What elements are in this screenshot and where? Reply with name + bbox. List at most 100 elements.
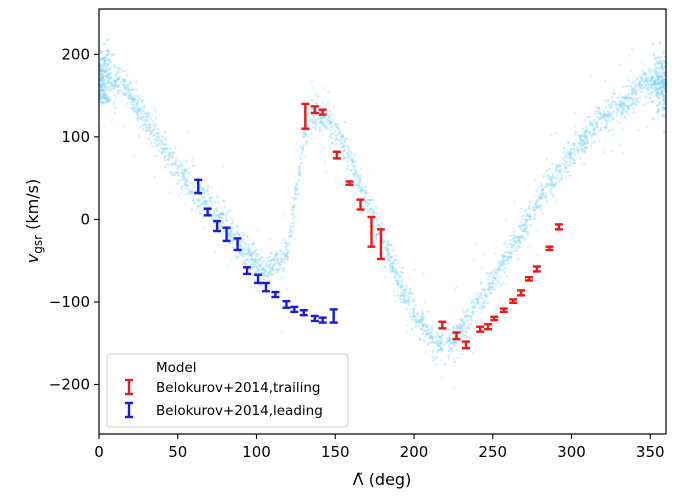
model-particle — [226, 209, 230, 213]
model-particle — [294, 191, 297, 195]
model-particle — [257, 268, 260, 271]
model-particle — [323, 159, 327, 163]
model-particle — [153, 138, 157, 141]
model-particle — [100, 88, 103, 92]
model-particle — [346, 152, 350, 156]
model-particle — [105, 53, 109, 57]
model-particle — [177, 194, 180, 198]
model-particle — [372, 199, 375, 202]
model-particle — [402, 296, 406, 300]
model-particle — [418, 318, 421, 321]
model-particle — [656, 70, 660, 74]
model-particle — [230, 233, 233, 236]
model-particle — [150, 130, 153, 134]
model-particle — [541, 190, 544, 193]
model-particle — [338, 132, 341, 135]
model-particle — [503, 254, 507, 258]
model-particle — [280, 257, 283, 260]
model-particle — [119, 67, 122, 70]
y-axis-label-unit: (km/s) — [23, 179, 42, 235]
model-particle — [415, 322, 418, 325]
model-particle — [658, 56, 662, 59]
leading-errorbar — [310, 314, 319, 323]
model-particle — [128, 82, 132, 85]
model-particle — [507, 251, 511, 255]
leading-errorbar — [222, 226, 231, 243]
model-particle — [655, 74, 659, 78]
model-particle — [402, 298, 406, 302]
model-particle — [324, 125, 327, 128]
model-particle — [623, 105, 627, 108]
model-particle — [597, 106, 600, 109]
model-particle — [474, 241, 477, 245]
model-particle — [153, 126, 157, 129]
model-particle — [546, 183, 550, 186]
model-particle — [281, 276, 284, 280]
model-particle — [486, 301, 490, 305]
model-particle — [638, 80, 642, 83]
model-particle — [452, 325, 455, 328]
model-particle — [268, 270, 272, 274]
model-particle — [484, 294, 488, 298]
model-particle — [535, 199, 539, 202]
model-particle — [258, 264, 261, 267]
model-particle — [257, 257, 261, 260]
model-particle — [599, 112, 603, 116]
model-particle — [102, 80, 106, 84]
model-particle — [122, 80, 126, 84]
model-particle — [349, 150, 353, 153]
model-particle — [114, 97, 118, 100]
model-particle — [107, 78, 111, 82]
model-particle — [138, 96, 141, 100]
model-particle — [652, 83, 656, 87]
model-particle — [586, 141, 589, 144]
model-particle — [106, 80, 109, 83]
model-particle — [581, 143, 585, 146]
model-particle — [471, 310, 474, 314]
trailing-errorbar — [545, 245, 554, 252]
model-particle — [523, 221, 527, 224]
model-particle — [117, 67, 121, 71]
model-particle — [117, 76, 121, 80]
model-particle — [157, 142, 160, 145]
model-particle — [627, 92, 630, 96]
model-particle — [646, 125, 649, 129]
model-particle — [289, 235, 293, 238]
model-particle — [350, 158, 354, 161]
model-particle — [100, 88, 104, 92]
model-particle — [422, 316, 426, 319]
model-particle — [494, 270, 498, 274]
model-particle — [622, 101, 626, 104]
model-particle — [412, 308, 415, 311]
model-particle — [139, 117, 143, 120]
model-particle — [661, 94, 665, 97]
model-particle — [394, 268, 398, 272]
model-particle — [526, 231, 529, 234]
x-tick-label: 100 — [242, 443, 271, 461]
model-particle — [532, 208, 535, 212]
model-particle — [583, 136, 587, 140]
model-particle — [214, 208, 218, 212]
model-particle — [618, 103, 622, 107]
model-particle — [602, 151, 606, 154]
model-particle — [286, 255, 290, 259]
model-particle — [499, 276, 502, 279]
model-particle — [219, 216, 222, 219]
model-particle — [252, 240, 255, 244]
model-particle — [373, 228, 377, 232]
model-particle — [460, 336, 463, 339]
model-particle — [551, 182, 555, 185]
model-particle — [403, 300, 406, 304]
model-particle — [281, 252, 285, 256]
model-particle — [415, 318, 418, 322]
model-particle — [609, 111, 613, 114]
model-particle — [228, 232, 231, 236]
model-particle — [514, 287, 518, 291]
model-particle — [579, 144, 582, 148]
model-particle — [273, 259, 276, 262]
model-particle — [302, 130, 306, 133]
model-particle — [203, 196, 207, 199]
model-particle — [270, 258, 274, 261]
model-particle — [649, 96, 652, 100]
model-particle — [661, 82, 665, 85]
